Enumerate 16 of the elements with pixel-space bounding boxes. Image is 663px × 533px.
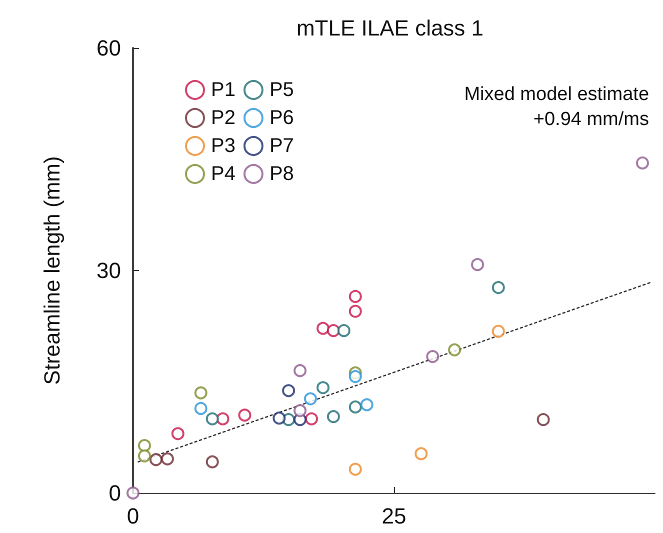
legend-label: P3 [211, 135, 236, 157]
legend-label: P6 [269, 107, 294, 129]
legend-label: P8 [269, 163, 294, 185]
x-tick-label: 25 [382, 504, 406, 528]
chart-title: mTLE ILAE class 1 [296, 16, 484, 40]
legend-label: P1 [211, 79, 236, 101]
legend-label: P2 [211, 107, 236, 129]
y-axis-title: Streamline length (mm) [40, 156, 64, 385]
annotation: +0.94 mm/ms [533, 109, 650, 130]
y-tick-label: 30 [96, 258, 121, 283]
legend-label: P4 [211, 163, 236, 185]
annotation: Mixed model estimate [464, 84, 649, 105]
y-tick-label: 60 [96, 36, 121, 60]
legend-label: P7 [269, 135, 294, 157]
legend-label: P5 [269, 79, 294, 101]
y-tick-label: 0 [108, 480, 121, 506]
